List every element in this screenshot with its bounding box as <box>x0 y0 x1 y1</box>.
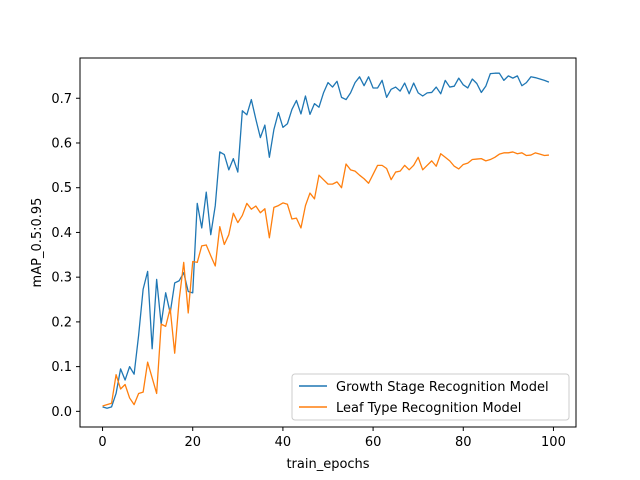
legend: Growth Stage Recognition Model Leaf Type… <box>291 373 570 421</box>
x-axis: 0 20 40 60 80 100 <box>98 427 566 450</box>
legend-label-leaf-type: Leaf Type Recognition Model <box>336 401 521 416</box>
x-tick-label: 60 <box>365 435 382 450</box>
y-tick-label: 0.5 <box>51 181 72 196</box>
x-tick-label: 100 <box>541 435 566 450</box>
legend-box <box>291 373 570 421</box>
series-layer <box>102 72 550 409</box>
y-tick-label: 0.4 <box>51 226 72 241</box>
plot-frame <box>79 57 577 428</box>
x-tick-label: 80 <box>455 435 472 450</box>
x-tick-label: 40 <box>275 435 292 450</box>
y-tick-label: 0.2 <box>51 315 72 330</box>
y-axis-label: mAP_0.5:0.95 <box>30 198 45 288</box>
x-tick-label: 0 <box>98 435 106 450</box>
series-line-leaf-type <box>102 151 550 407</box>
y-tick-label: 0.7 <box>51 92 72 107</box>
y-tick-label: 0.6 <box>51 136 72 151</box>
legend-label-growth-stage: Growth Stage Recognition Model <box>336 380 549 395</box>
y-axis: 0.0 0.1 0.2 0.3 0.4 0.5 0.6 0.7 <box>51 92 80 420</box>
y-tick-label: 0.1 <box>51 360 72 375</box>
x-tick-label: 20 <box>184 435 201 450</box>
series-line-growth-stage <box>102 72 550 409</box>
x-axis-label: train_epochs <box>286 457 369 472</box>
y-tick-label: 0.3 <box>51 271 72 286</box>
y-tick-label: 0.0 <box>51 405 72 420</box>
